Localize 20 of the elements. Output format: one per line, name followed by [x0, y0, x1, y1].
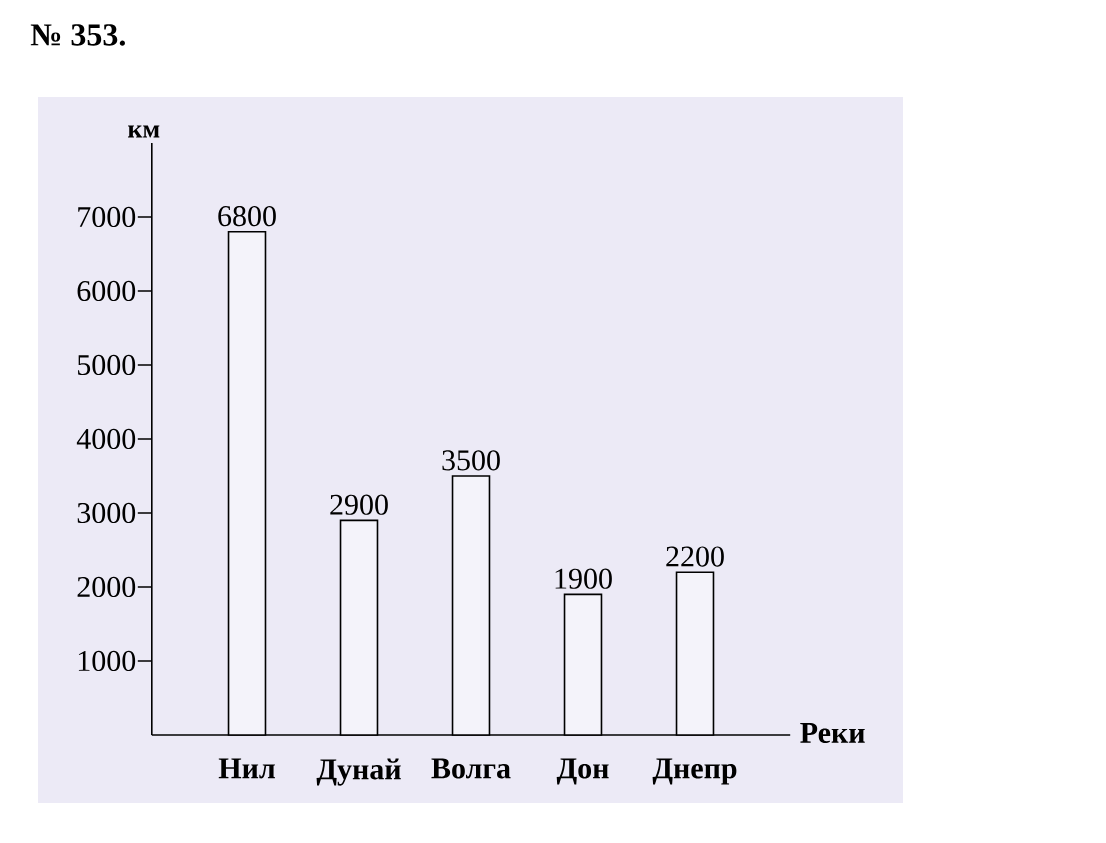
- x-tick-label: Нил: [218, 758, 275, 779]
- y-tick-label: 2000: [77, 576, 136, 598]
- data-label: 2200: [666, 546, 724, 567]
- data-label: 2900: [330, 494, 388, 515]
- y-axis-title: км: [128, 125, 160, 138]
- x-tick-label: Днепр: [652, 758, 737, 785]
- x-axis-title: Реки: [800, 723, 865, 743]
- x-tick-label: Дон: [556, 758, 609, 785]
- y-tick-label: 3000: [77, 502, 136, 524]
- data-label: 1900: [555, 568, 612, 589]
- chart-title: № 353.: [30, 24, 125, 46]
- y-tick-label: 7000: [78, 206, 136, 228]
- data-label: 3500: [442, 450, 500, 471]
- y-tick-label: 4000: [76, 428, 136, 450]
- x-tick-label: Волга: [431, 758, 511, 779]
- y-tick-label: 5000: [78, 354, 136, 376]
- y-tick-label: 1000: [78, 650, 136, 672]
- x-tick-label: Дунай: [316, 758, 401, 786]
- data-label: 6800: [218, 206, 276, 227]
- y-tick-label: 6000: [77, 280, 136, 302]
